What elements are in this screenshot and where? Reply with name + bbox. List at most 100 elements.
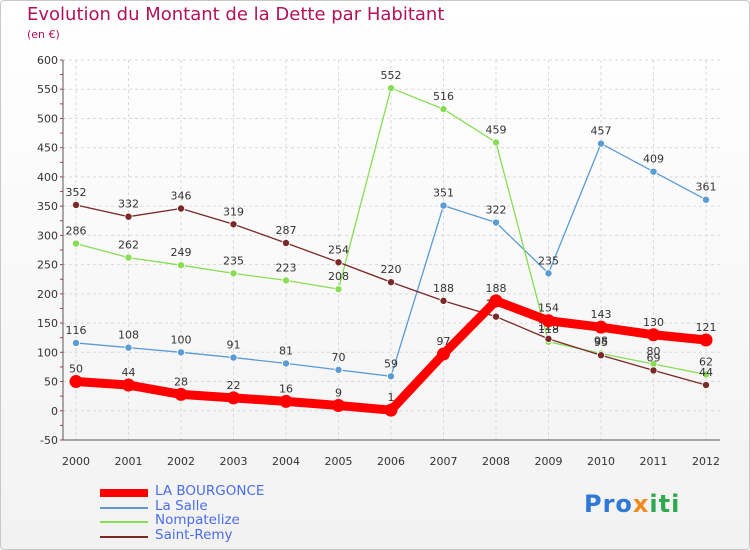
- data-point-la-salle: [124, 343, 133, 352]
- data-label-nompatelize: 235: [223, 254, 244, 267]
- data-label-la-bourgonce: 143: [591, 308, 612, 321]
- legend-label: Nompatelize: [155, 512, 240, 528]
- data-label-la-bourgonce: 44: [122, 366, 136, 379]
- data-point-saint-remy: [281, 238, 290, 247]
- data-label-la-salle: 235: [538, 254, 559, 267]
- legend-label: LA BOURGONCE: [155, 483, 265, 499]
- data-label-la-salle: 361: [696, 181, 717, 194]
- legend-swatch: [100, 489, 148, 497]
- data-point-la-salle: [386, 372, 395, 381]
- x-tick-label: 2012: [692, 455, 720, 468]
- y-tick-label: 100: [37, 346, 58, 359]
- data-point-la-bourgonce: [227, 391, 240, 405]
- data-label-saint-remy: 254: [328, 243, 349, 256]
- data-point-nompatelize: [229, 269, 238, 278]
- data-point-saint-remy: [229, 220, 238, 229]
- legend-label: Saint-Remy: [155, 526, 233, 543]
- y-tick-label: 600: [37, 54, 58, 67]
- legend-label: La Salle: [155, 497, 208, 514]
- data-point-la-salle: [649, 167, 658, 176]
- y-tick-label: 0: [51, 405, 58, 418]
- chart-unit: (en €): [27, 28, 60, 41]
- data-point-la-salle: [702, 195, 711, 204]
- legend-swatch: [100, 506, 148, 509]
- data-label-saint-remy: 69: [647, 351, 661, 364]
- data-label-la-bourgonce: 1: [388, 391, 395, 404]
- data-point-la-salle: [334, 365, 343, 374]
- data-point-nompatelize: [124, 253, 133, 262]
- data-point-la-bourgonce: [174, 387, 188, 401]
- data-point-nompatelize: [72, 239, 81, 248]
- data-label-la-bourgonce: 97: [437, 335, 451, 348]
- data-label-nompatelize: 249: [171, 246, 192, 259]
- data-point-saint-remy: [491, 312, 500, 321]
- x-tick-label: 2009: [535, 455, 563, 468]
- y-tick-label: 400: [37, 171, 58, 184]
- data-label-la-bourgonce: 154: [538, 302, 559, 315]
- data-point-saint-remy: [544, 334, 553, 343]
- y-tick-label: -50: [40, 434, 58, 447]
- data-label-saint-remy: 319: [223, 205, 244, 218]
- data-point-la-bourgonce: [332, 399, 345, 413]
- data-point-la-salle: [229, 353, 238, 362]
- data-point-la-salle: [544, 269, 553, 278]
- data-label-la-bourgonce: 9: [335, 387, 342, 400]
- data-label-saint-remy: 287: [276, 224, 297, 237]
- y-tick-label: 200: [37, 288, 58, 301]
- x-tick-label: 2001: [115, 455, 143, 468]
- data-point-la-salle: [176, 348, 185, 357]
- proxiti-logo: Proxiti: [584, 490, 681, 518]
- data-point-saint-remy: [124, 212, 133, 221]
- y-tick-label: 500: [37, 112, 58, 125]
- data-label-saint-remy: 346: [171, 189, 192, 202]
- data-label-nompatelize: 208: [328, 270, 349, 283]
- y-tick-label: 250: [37, 259, 58, 272]
- data-label-nompatelize: 552: [381, 69, 402, 82]
- data-point-la-salle: [491, 218, 500, 227]
- data-label-la-salle: 351: [433, 187, 454, 200]
- data-point-la-bourgonce: [699, 333, 713, 347]
- data-point-saint-remy: [176, 204, 185, 213]
- data-point-saint-remy: [439, 296, 448, 305]
- data-label-la-bourgonce: 50: [69, 363, 83, 376]
- data-label-nompatelize: 262: [118, 239, 139, 252]
- x-tick-label: 2003: [220, 455, 248, 468]
- y-tick-label: 300: [37, 229, 58, 242]
- data-label-la-bourgonce: 188: [486, 282, 507, 295]
- data-label-la-bourgonce: 121: [696, 321, 717, 334]
- data-label-la-bourgonce: 130: [643, 316, 664, 329]
- x-tick-label: 2007: [430, 455, 458, 468]
- data-label-la-bourgonce: 16: [279, 382, 293, 395]
- data-label-la-salle: 59: [384, 357, 398, 370]
- data-label-nompatelize: 286: [66, 225, 87, 238]
- data-label-la-salle: 108: [118, 329, 139, 342]
- data-label-nompatelize: 62: [699, 356, 713, 369]
- x-tick-label: 2006: [377, 455, 405, 468]
- legend-swatch: [100, 535, 148, 538]
- legend-swatch: [100, 521, 148, 523]
- data-label-la-salle: 457: [591, 125, 612, 138]
- data-label-saint-remy: 332: [118, 198, 139, 211]
- data-point-nompatelize: [491, 138, 500, 147]
- data-point-nompatelize: [176, 261, 185, 270]
- x-tick-label: 2011: [640, 455, 668, 468]
- y-tick-label: 550: [37, 83, 58, 96]
- data-label-saint-remy: 188: [433, 282, 454, 295]
- data-point-la-bourgonce: [594, 320, 608, 334]
- data-point-la-salle: [72, 338, 81, 347]
- data-label-nompatelize: 223: [276, 261, 297, 274]
- data-point-la-bourgonce: [69, 375, 83, 389]
- data-point-saint-remy: [386, 278, 395, 287]
- x-tick-label: 2000: [62, 455, 90, 468]
- data-point-la-salle: [439, 201, 448, 210]
- data-label-saint-remy: 44: [699, 366, 713, 379]
- data-point-saint-remy: [334, 258, 343, 267]
- data-label-la-salle: 70: [332, 351, 346, 364]
- data-point-nompatelize: [702, 370, 711, 379]
- y-tick-label: 150: [37, 317, 58, 330]
- data-label-la-bourgonce: 28: [174, 375, 188, 388]
- data-label-nompatelize: 516: [433, 90, 454, 103]
- data-point-la-bourgonce: [489, 294, 503, 308]
